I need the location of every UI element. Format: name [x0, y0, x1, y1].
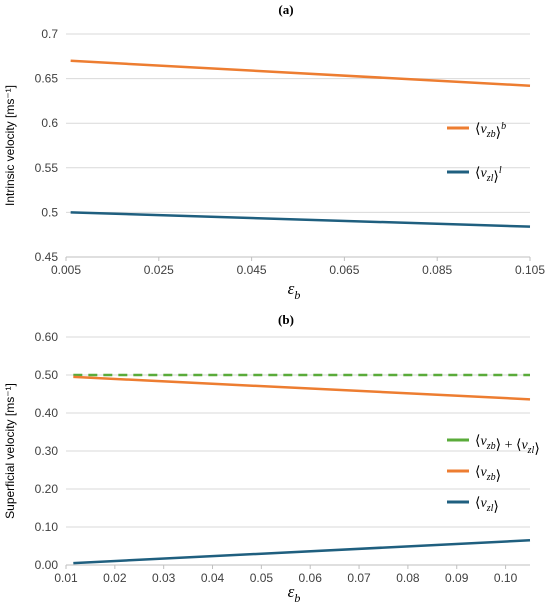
y-axis-title: Superficial velocity [ms⁻¹] [3, 383, 17, 519]
x-tick-label: 0.025 [144, 263, 174, 277]
legend-label: ⟨vzb⟩ + ⟨vzl⟩ [475, 434, 540, 457]
y-tick-label: 0.5 [41, 205, 58, 219]
x-tick-label: 0.10 [494, 571, 518, 585]
x-tick-label: 0.085 [422, 263, 452, 277]
x-tick-label: 0.005 [51, 263, 81, 277]
x-axis-title: εb [288, 582, 301, 605]
y-tick-label: 0.60 [35, 330, 59, 344]
x-tick-label: 0.09 [445, 571, 469, 585]
chart-panel-b: (b) 0.00 0.10 0.20 0.30 0.40 0.50 0.60 0.01 0.02 0… [3, 312, 540, 605]
x-axis-title: εb [288, 279, 301, 302]
chart-panel-a: (a) 0.45 0.5 0.55 0.6 0.65 0.7 0.005 0.025 0.045 0… [3, 2, 545, 302]
x-tick-label: 0.02 [103, 571, 127, 585]
y-tick-label: 0.6 [41, 116, 58, 130]
panel-label: (a) [278, 2, 293, 17]
x-tick-label: 0.06 [299, 571, 323, 585]
legend-label: ⟨vzb⟩b [475, 121, 506, 141]
y-tick-label: 0.45 [35, 250, 59, 264]
y-axis-title: Intrinsic velocity [ms⁻¹] [3, 85, 17, 206]
y-tick-label: 0.50 [35, 368, 59, 382]
x-tick-label: 0.105 [515, 263, 545, 277]
panel-label: (b) [278, 312, 294, 327]
x-tick-label: 0.08 [396, 571, 420, 585]
x-tick-label: 0.04 [201, 571, 225, 585]
series-line [70, 211, 531, 228]
x-tick-label: 0.03 [152, 571, 176, 585]
x-tick-label: 0.01 [54, 571, 78, 585]
x-tick-label: 0.07 [347, 571, 371, 585]
y-tick-label: 0.00 [35, 558, 59, 572]
y-tick-label: 0.10 [35, 520, 59, 534]
legend-label: ⟨vzl⟩l [475, 165, 502, 185]
y-tick-label: 0.40 [35, 406, 59, 420]
series-line [70, 59, 531, 87]
series-line [73, 375, 531, 401]
series-line [73, 539, 531, 565]
legend-label: ⟨vzb⟩ [475, 465, 501, 484]
x-tick-label: 0.05 [250, 571, 274, 585]
y-tick-label: 0.30 [35, 444, 59, 458]
y-tick-label: 0.20 [35, 482, 59, 496]
y-tick-label: 0.55 [35, 161, 59, 175]
y-tick-label: 0.65 [35, 72, 59, 86]
x-tick-label: 0.065 [329, 263, 359, 277]
y-tick-label: 0.7 [41, 27, 58, 41]
legend-label: ⟨vzl⟩ [475, 496, 499, 515]
x-tick-label: 0.045 [237, 263, 267, 277]
